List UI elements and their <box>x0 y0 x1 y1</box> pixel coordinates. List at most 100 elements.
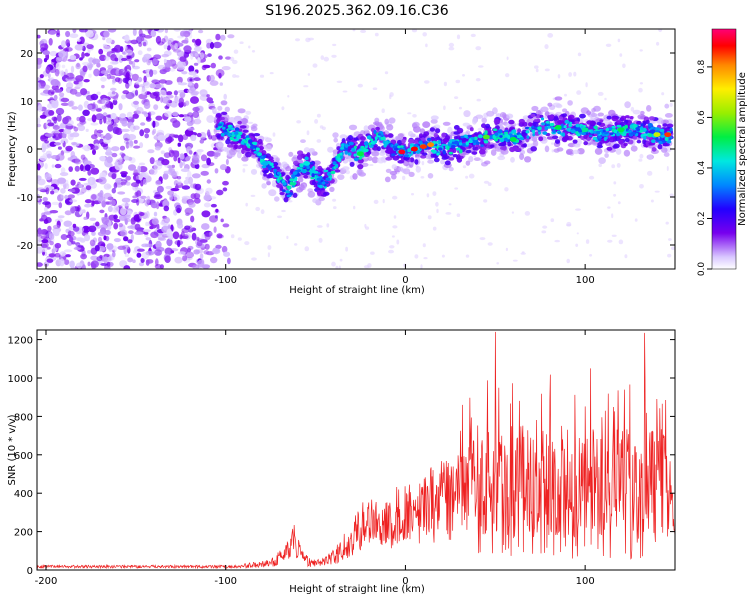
spectrogram-noise-blob <box>113 218 121 223</box>
spectrogram-noise-blob <box>79 36 85 45</box>
spectrogram-noise-blob <box>140 195 147 199</box>
spectrogram-noise-blob <box>216 233 223 239</box>
spectrogram-ridge-blob <box>374 139 378 144</box>
spectrogram-noise-blob <box>150 29 157 37</box>
spectrogram-y-tick-label: 0 <box>27 145 33 156</box>
spectrogram-peak-blob <box>653 132 661 138</box>
spectrogram-noise-blob <box>194 82 199 89</box>
spectrogram-speckle <box>454 187 459 190</box>
spectrogram-speckle <box>245 110 252 115</box>
spectrogram-speckle <box>420 264 423 269</box>
spectrogram-noise-blob <box>152 58 159 66</box>
spectrogram-noise-blob <box>162 199 170 208</box>
spectrogram-noise-blob <box>90 167 100 175</box>
spectrogram-ridge-blob <box>494 132 499 136</box>
spectrogram-noise-blob <box>125 82 130 89</box>
spectrogram-noise-blob <box>206 94 210 98</box>
spectrogram-noise-blob <box>85 185 92 191</box>
spectrogram-ridge-blob <box>245 151 252 158</box>
spectrogram-noise-blob <box>191 155 199 159</box>
spectrogram-noise-blob <box>51 201 60 206</box>
spectrogram-noise-blob <box>119 113 127 119</box>
spectrogram-noise-blob <box>47 137 56 142</box>
spectrogram-noise-blob <box>182 255 188 262</box>
spectrogram-noise-blob <box>211 107 218 111</box>
spectrogram-speckle <box>363 265 370 269</box>
spectrogram-y-axis-label: Frequency (Hz) <box>7 111 18 187</box>
spectrogram-speckle <box>414 254 419 259</box>
spectrogram-ridge-blob <box>430 119 438 124</box>
spectrogram-noise-blob <box>194 163 200 169</box>
spectrogram-ridge-blob <box>662 123 668 127</box>
spectrogram-speckle <box>260 209 265 215</box>
spectrogram-noise-blob <box>83 79 90 83</box>
spectrogram-noise-blob <box>85 128 89 132</box>
spectrogram-speckle <box>381 108 385 113</box>
spectrogram-noise-blob <box>166 45 171 51</box>
spectrogram-noise-blob <box>103 256 108 264</box>
spectrogram-noise-blob <box>89 32 99 41</box>
spectrogram-speckle <box>392 225 398 229</box>
spectrogram-ridge-blob <box>492 128 498 131</box>
spectrogram-ridge-blob <box>566 128 570 132</box>
spectrogram-speckle <box>369 164 374 166</box>
spectrogram-noise-blob <box>125 181 131 186</box>
spectrogram-noise-blob <box>84 164 91 171</box>
spectrogram-noise-blob <box>118 103 123 111</box>
spectrogram-speckle <box>554 239 560 243</box>
spectrogram-speckle <box>364 223 367 228</box>
spectrogram-ridge-blob <box>537 126 542 131</box>
spectrogram-noise-blob <box>54 142 61 146</box>
spectrogram-ridge-blob <box>261 183 267 189</box>
snr-x-tick-label: -100 <box>214 576 237 587</box>
spectrogram-noise-blob <box>111 187 117 194</box>
spectrogram-noise-blob <box>107 205 113 213</box>
spectrogram-ridge-blob <box>401 138 406 144</box>
spectrogram-noise-blob <box>118 223 124 228</box>
spectrogram-ridge-blob <box>352 173 358 180</box>
spectrogram-ridge-blob <box>427 137 432 142</box>
spectrogram-noise-blob <box>209 215 218 223</box>
spectrogram-ridge-blob <box>261 165 267 169</box>
spectrogram-noise-blob <box>133 145 141 149</box>
snr-y-tick-label: 400 <box>14 489 33 500</box>
spectrogram-noise-blob <box>71 106 79 110</box>
spectrogram-noise-blob <box>65 39 70 47</box>
spectrogram-peak-blob <box>617 127 625 133</box>
spectrogram-noise-blob <box>130 39 139 45</box>
spectrogram-speckle <box>242 164 248 167</box>
spectrogram-noise-blob <box>167 38 174 43</box>
spectrogram-ridge-blob <box>444 160 451 166</box>
spectrogram-speckle <box>638 158 643 162</box>
spectrogram-noise-blob <box>63 249 73 253</box>
spectrogram-noise-blob <box>172 63 178 70</box>
spectrogram-noise-blob <box>121 120 128 127</box>
spectrogram-ridge-blob <box>318 196 325 202</box>
spectrogram-noise-blob <box>193 77 201 82</box>
spectrogram-speckle <box>496 262 500 265</box>
spectrogram-ridge-blob <box>663 143 670 147</box>
spectrogram-speckle <box>251 257 257 261</box>
spectrogram-noise-blob <box>68 199 78 203</box>
spectrogram-ridge-blob <box>415 166 421 173</box>
spectrogram-ridge-blob <box>422 152 428 156</box>
spectrogram-ridge-blob <box>217 105 223 111</box>
spectrogram-speckle <box>666 166 669 171</box>
spectrogram-ridge-blob <box>664 136 669 142</box>
spectrogram-speckle <box>233 49 239 54</box>
spectrogram-ridge-blob <box>327 146 334 153</box>
spectrogram-ridge-blob <box>468 139 473 144</box>
spectrogram-ridge-blob <box>342 166 350 171</box>
spectrogram-speckle <box>557 74 561 79</box>
spectrogram-ridge-blob <box>306 165 310 170</box>
spectrogram-ridge-blob <box>632 123 637 128</box>
spectrogram-ridge-blob <box>570 129 576 134</box>
spectrogram-y-tick-label: 20 <box>20 49 33 60</box>
spectrogram-speckle <box>303 85 309 88</box>
spectrogram-noise-blob <box>81 209 86 214</box>
spectrogram-noise-blob <box>57 215 65 219</box>
colorbar-tick-label: 0.6 <box>697 110 707 125</box>
spectrogram-speckle <box>576 90 582 95</box>
spectrogram-ridge-blob <box>465 160 471 166</box>
spectrogram-noise-blob <box>199 139 205 144</box>
